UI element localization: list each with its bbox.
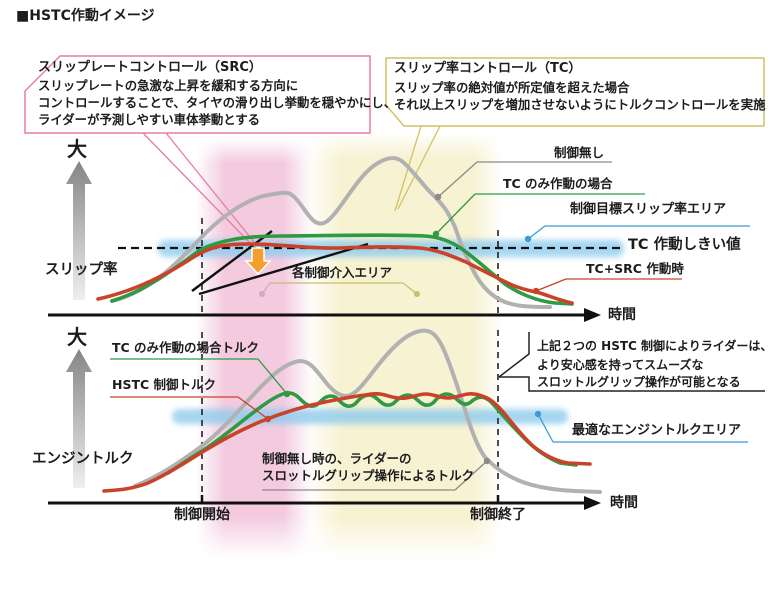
rider-note-line: スロットルグリップ操作が可能となる xyxy=(537,375,741,389)
tc-callout-title: スリップ率コントロール（TC） xyxy=(394,61,582,76)
torque-axis-arrow xyxy=(66,349,92,488)
src-callout-title: スリップレートコントロール（SRC） xyxy=(38,60,262,75)
rider-note-bracket xyxy=(498,332,765,392)
time-axes xyxy=(48,308,601,510)
src-pointer-line xyxy=(165,132,255,243)
label-no-control-torque: スロットルグリップ操作によるトルク xyxy=(262,468,475,483)
torque-time-axis-label: 時間 xyxy=(610,495,638,511)
tc-callout-line: スリップ率の絶対値が所定値を超えた場合 xyxy=(394,80,630,95)
label-intervention-area: 各制御介入エリア xyxy=(292,265,393,280)
slip-no-control-curve xyxy=(110,156,552,309)
torque-hstc-curve xyxy=(102,391,592,493)
legend-tc-only-torque: TC のみ作動の場合トルク xyxy=(112,340,260,355)
tick-control-end: 制御終了 xyxy=(470,507,526,523)
label-no-control-torque: 制御無し時の、ライダーの xyxy=(262,451,412,466)
slip-tc-only-curve xyxy=(110,233,574,306)
src-callout-line: ライダーが予測しやすい車体挙動とする xyxy=(38,112,261,127)
legend-tc-src: TC+SRC 作動時 xyxy=(586,261,684,276)
tc-callout-line: それ以上スリップを増加させないようにトルクコントロールを実施 xyxy=(394,97,766,112)
tc-callout-box xyxy=(385,57,765,127)
torque-axis-max-label: 大 xyxy=(67,325,87,349)
src-controlled-slope-line xyxy=(198,242,369,296)
tc-pointer-line xyxy=(397,125,441,210)
src-pointer-line xyxy=(142,132,251,244)
slip-axis-label: スリップ率 xyxy=(45,262,118,278)
slip-time-axis-label: 時間 xyxy=(608,307,636,323)
torque-axis-label: エンジントルク xyxy=(32,451,134,467)
src-slope-reduction-arrow xyxy=(244,247,272,276)
legend-leaders-bottom xyxy=(110,358,748,491)
legend-hstc-torque: HSTC 制御トルク xyxy=(112,377,217,392)
tc-intervention-band xyxy=(306,132,502,560)
rider-note-line: 上記２つの HSTC 制御によりライダーは、 xyxy=(537,339,768,353)
uncontrolled-slope-line xyxy=(191,230,273,292)
legend-target-slip-area: 制御目標スリップ率エリア xyxy=(570,202,727,217)
rider-note-line: より安心感を持ってスムーズな xyxy=(537,358,704,372)
slip-axis-arrow xyxy=(66,161,92,300)
torque-tc-only-curve xyxy=(166,391,578,475)
legend-no-control: 制御無し xyxy=(554,145,605,160)
slip-tc-src-curve xyxy=(96,242,574,305)
legend-tc-threshold: TC 作動しきい値 xyxy=(628,237,741,253)
legend-leaders-top xyxy=(259,161,750,297)
src-callout-line: コントロールすることで、タイヤの滑り出し挙動を穏やかにし、 xyxy=(38,95,397,110)
src-callout-box xyxy=(24,55,371,134)
src-callout-line: スリップレートの急激な上昇を緩和する方向に xyxy=(38,78,299,93)
legend-tc-only: TC のみ作動の場合 xyxy=(503,176,613,191)
page-title: ■HSTC作動イメージ xyxy=(16,8,155,24)
tick-control-start: 制御開始 xyxy=(174,507,230,523)
slip-axis-max-label: 大 xyxy=(67,137,87,161)
label-optimal-torque-area: 最適なエンジントルクエリア xyxy=(572,423,742,438)
